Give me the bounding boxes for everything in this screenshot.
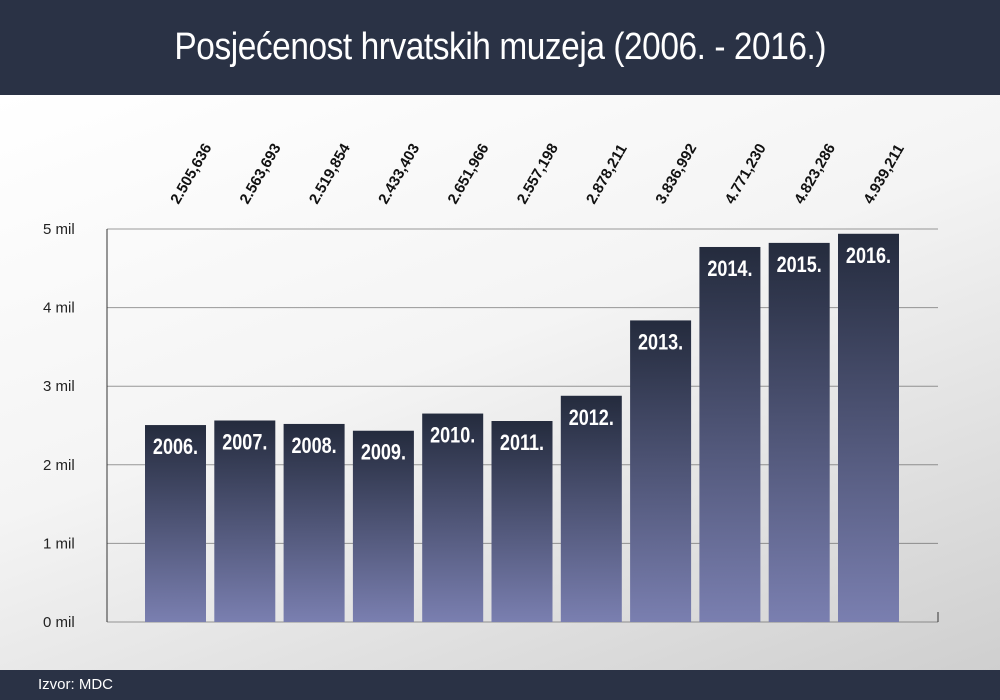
bar	[145, 425, 206, 622]
bars: 2006. 2007. 2008. 2009. 2010. 2011. 2012. 2013.…	[145, 233, 899, 623]
bar	[491, 421, 553, 622]
category-label: 2006.	[153, 435, 198, 459]
value-label: 4.939,211	[860, 141, 908, 207]
category-label: 2013.	[638, 331, 683, 355]
value-label: 2.519,854	[306, 140, 354, 207]
value-label: 2.651,966	[444, 141, 492, 207]
value-label: 2.563,693	[237, 141, 285, 207]
category-label: 2007.	[222, 431, 267, 455]
y-tick-label: 2 mil	[43, 457, 75, 474]
category-label: 2015.	[777, 253, 822, 277]
bar	[838, 233, 899, 622]
value-label: 4.771,230	[722, 141, 770, 207]
value-labels: 2.505,636 2.563,693 2.519,854 2.433,403 2.65…	[167, 140, 908, 207]
y-tick-label: 3 mil	[43, 378, 75, 395]
category-label: 2008.	[292, 434, 337, 458]
bar	[630, 320, 692, 622]
chart-title: Posjećenost hrvatskih muzeja (2006. - 20…	[174, 26, 826, 68]
chart-footer: Izvor: MDC	[0, 670, 1000, 700]
y-tick-label: 5 mil	[43, 221, 75, 238]
value-label: 2.433,403	[375, 141, 423, 207]
bar	[560, 395, 622, 622]
axes: 0 mil 1 mil 2 mil 3 mil 4 mil 5 mil	[43, 221, 939, 631]
source-label: Izvor: MDC	[38, 676, 113, 693]
bar	[352, 430, 414, 622]
chart-header: Posjećenost hrvatskih muzeja (2006. - 20…	[0, 0, 1000, 95]
bar	[283, 423, 345, 622]
bar	[422, 413, 484, 622]
category-label: 2009.	[361, 441, 406, 465]
y-tick-label: 4 mil	[43, 300, 75, 317]
y-tick-label: 1 mil	[43, 535, 75, 552]
bar	[768, 242, 830, 623]
category-label: 2014.	[707, 257, 752, 281]
y-tick-label: 0 mil	[43, 614, 75, 631]
bar	[699, 246, 761, 622]
category-label: 2016.	[846, 244, 891, 268]
bar	[214, 420, 276, 622]
category-label: 2011.	[500, 431, 544, 455]
category-label: 2010.	[430, 424, 475, 448]
value-label: 3.836,992	[652, 141, 700, 207]
value-label: 4.823,286	[791, 141, 839, 207]
value-label: 2.878,211	[583, 141, 631, 207]
category-label: 2012.	[569, 406, 614, 430]
value-label: 2.557,198	[514, 141, 562, 207]
value-label: 2.505,636	[167, 141, 215, 207]
